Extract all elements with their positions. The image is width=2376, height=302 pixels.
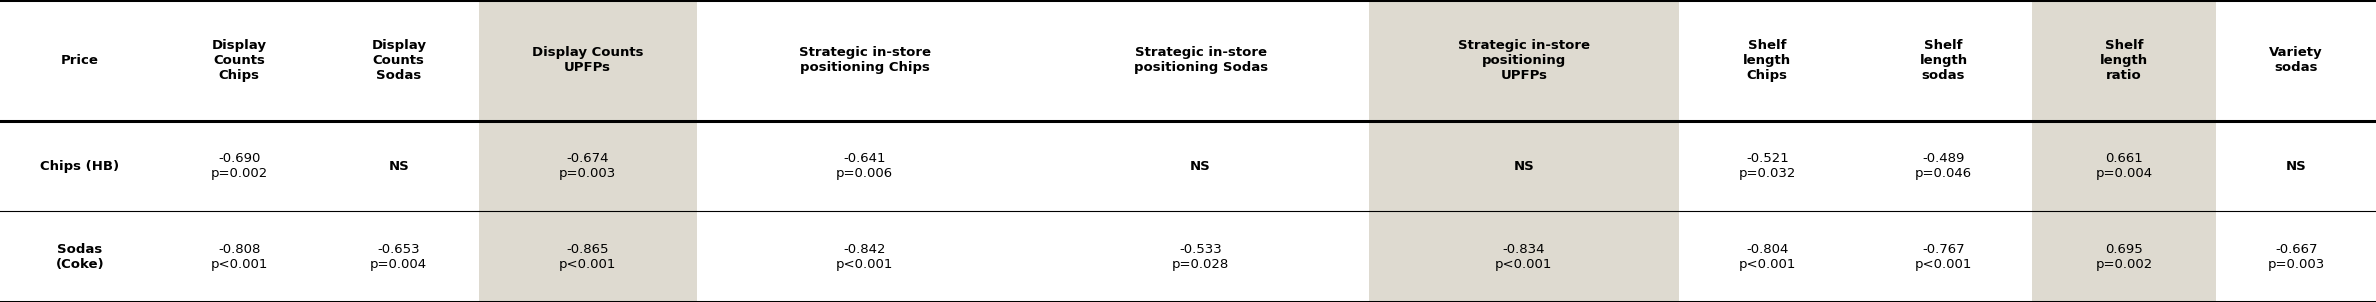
- Text: -0.690
p=0.002: -0.690 p=0.002: [211, 152, 268, 180]
- Bar: [478, 0, 696, 302]
- Text: Sodas
(Coke): Sodas (Coke): [55, 243, 105, 271]
- Text: Strategic in-store
positioning
UPFPs: Strategic in-store positioning UPFPs: [1459, 39, 1590, 82]
- Text: Variety
sodas: Variety sodas: [2269, 47, 2324, 74]
- Text: Display
Counts
Sodas: Display Counts Sodas: [371, 39, 425, 82]
- Bar: [2031, 0, 2217, 302]
- Text: Display
Counts
Chips: Display Counts Chips: [211, 39, 266, 82]
- Text: NS: NS: [1190, 159, 1212, 173]
- Text: 0.695
p=0.002: 0.695 p=0.002: [2096, 243, 2153, 271]
- Text: -0.521
p=0.032: -0.521 p=0.032: [1739, 152, 1796, 180]
- Text: Shelf
length
sodas: Shelf length sodas: [1920, 39, 1967, 82]
- Text: -0.489
p=0.046: -0.489 p=0.046: [1915, 152, 1972, 180]
- Text: -0.865
p<0.001: -0.865 p<0.001: [558, 243, 615, 271]
- Text: -0.834
p<0.001: -0.834 p<0.001: [1495, 243, 1552, 271]
- Text: -0.842
p<0.001: -0.842 p<0.001: [836, 243, 893, 271]
- Text: NS: NS: [387, 159, 409, 173]
- Text: -0.674
p=0.003: -0.674 p=0.003: [558, 152, 615, 180]
- Text: -0.641
p=0.006: -0.641 p=0.006: [836, 152, 893, 180]
- Text: Shelf
length
Chips: Shelf length Chips: [1744, 39, 1792, 82]
- Text: Strategic in-store
positioning Chips: Strategic in-store positioning Chips: [798, 47, 931, 74]
- Bar: [1369, 0, 1680, 302]
- Text: -0.533
p=0.028: -0.533 p=0.028: [1171, 243, 1228, 271]
- Text: -0.808
p<0.001: -0.808 p<0.001: [211, 243, 268, 271]
- Text: -0.667
p=0.003: -0.667 p=0.003: [2267, 243, 2324, 271]
- Text: Strategic in-store
positioning Sodas: Strategic in-store positioning Sodas: [1133, 47, 1269, 74]
- Text: Shelf
length
ratio: Shelf length ratio: [2100, 39, 2148, 82]
- Text: NS: NS: [2286, 159, 2307, 173]
- Text: Display Counts
UPFPs: Display Counts UPFPs: [532, 47, 644, 74]
- Text: 0.661
p=0.004: 0.661 p=0.004: [2096, 152, 2153, 180]
- Text: -0.767
p<0.001: -0.767 p<0.001: [1915, 243, 1972, 271]
- Text: NS: NS: [1514, 159, 1535, 173]
- Text: Price: Price: [62, 54, 100, 67]
- Text: -0.804
p<0.001: -0.804 p<0.001: [1739, 243, 1796, 271]
- Text: -0.653
p=0.004: -0.653 p=0.004: [371, 243, 428, 271]
- Text: Chips (HB): Chips (HB): [40, 159, 119, 173]
